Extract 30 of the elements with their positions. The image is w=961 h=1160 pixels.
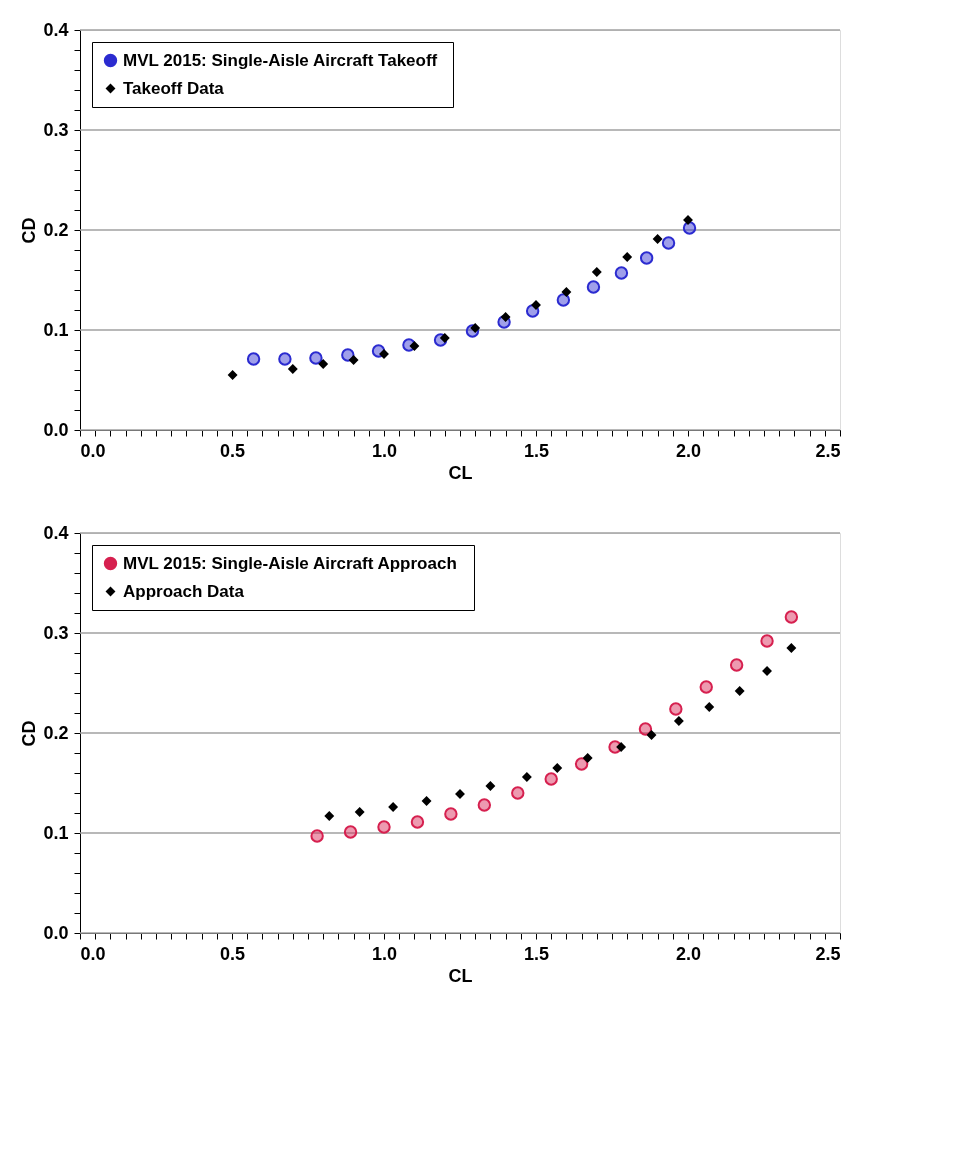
legend-label: Approach Data — [123, 581, 245, 601]
x-tick-label: 0.5 — [219, 440, 246, 461]
x-tick-label: 2.0 — [675, 440, 702, 461]
y-tick-label: 0.0 — [43, 922, 69, 943]
y-tick-label: 0.3 — [43, 622, 69, 643]
y-tick-label: 0.1 — [43, 822, 69, 843]
y-tick-label: 0.4 — [43, 19, 69, 40]
legend-label: MVL 2015: Single-Aisle Aircraft Takeoff — [123, 50, 438, 70]
x-tick-label: 1.5 — [523, 440, 550, 461]
x-axis-title: CL — [448, 965, 473, 986]
legend-label: Takeoff Data — [123, 78, 225, 98]
y-tick-label: 0.2 — [43, 722, 69, 743]
x-tick-label: 1.5 — [523, 943, 550, 964]
y-tick-label: 0.0 — [43, 419, 69, 440]
x-tick-label: 2.5 — [815, 943, 841, 964]
y-tick-label: 0.3 — [43, 119, 69, 140]
x-tick-label: 2.0 — [675, 943, 702, 964]
y-tick-label: 0.2 — [43, 219, 69, 240]
x-tick-label: 1.0 — [371, 440, 398, 461]
x-axis-title: CL — [448, 462, 473, 483]
x-tick-label: 0.0 — [80, 943, 106, 964]
y-axis-title: CD — [19, 720, 40, 747]
x-tick-label: 0.0 — [80, 440, 106, 461]
y-tick-label: 0.4 — [43, 522, 69, 543]
legend-label: MVL 2015: Single-Aisle Aircraft Approach — [123, 553, 457, 573]
x-tick-label: 2.5 — [815, 440, 841, 461]
x-tick-label: 0.5 — [219, 943, 246, 964]
x-tick-label: 1.0 — [371, 943, 398, 964]
y-axis-title: CD — [19, 217, 40, 244]
y-tick-label: 0.1 — [43, 319, 69, 340]
